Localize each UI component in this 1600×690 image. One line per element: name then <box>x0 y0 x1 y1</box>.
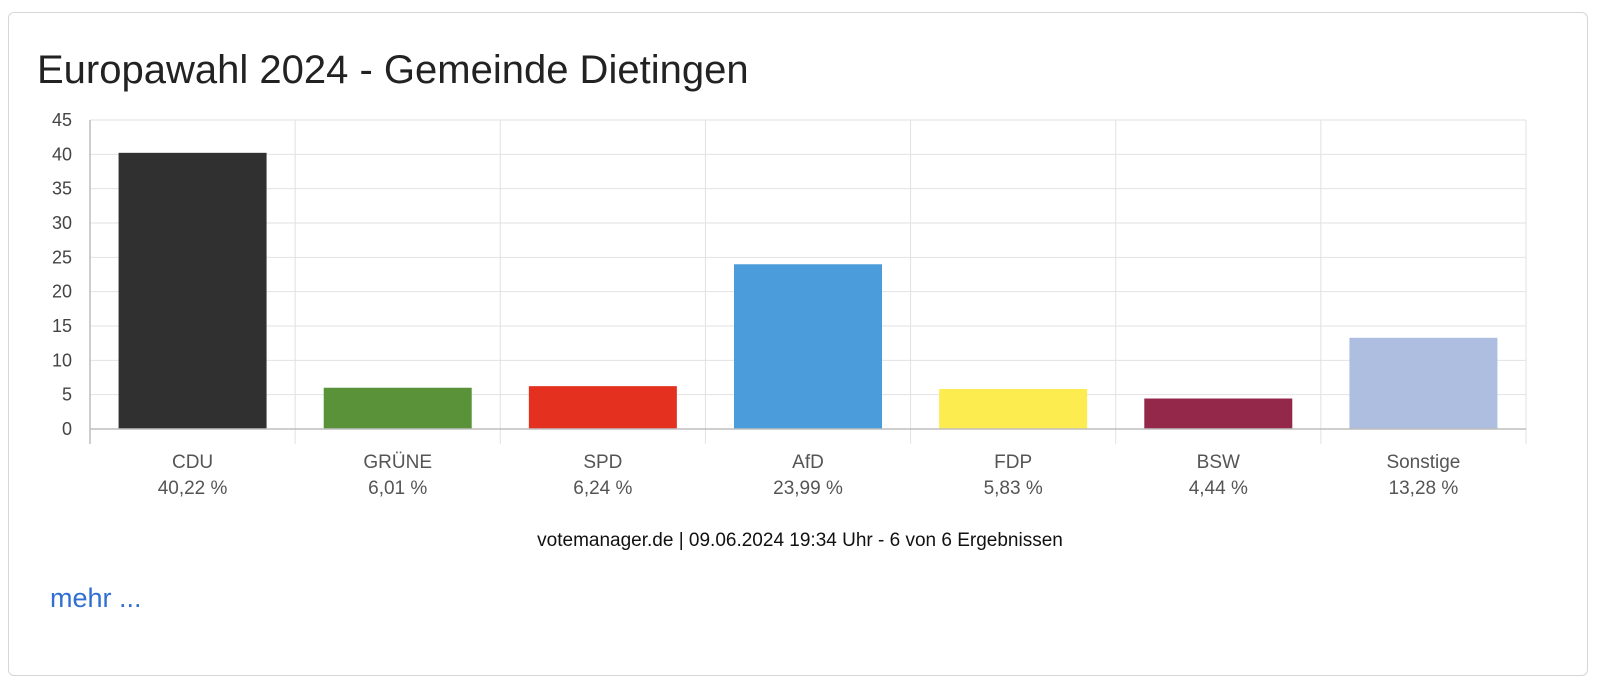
x-value-label: 6,01 % <box>368 478 427 499</box>
bar-spd <box>528 386 677 429</box>
x-value-label: 5,83 % <box>984 478 1043 499</box>
y-tick-label: 25 <box>52 247 72 267</box>
y-tick-label: 0 <box>62 419 72 439</box>
x-value-label: 6,24 % <box>573 478 632 499</box>
x-value-label: 13,28 % <box>1389 478 1459 499</box>
bar-fdp <box>939 388 1088 429</box>
x-category-label: BSW <box>1197 452 1240 473</box>
bar-chart: 0 5 10 15 20 25 30 35 40 45 CDU 40,22 % GRÜNE 6,01 % S… <box>52 110 1527 499</box>
y-tick-label: 5 <box>62 385 72 405</box>
y-tick-label: 10 <box>52 350 72 370</box>
x-value-label: 4,44 % <box>1189 478 1248 499</box>
bar-sonstige <box>1349 337 1498 429</box>
bar-bsw <box>1144 398 1293 429</box>
x-category-label: Sonstige <box>1386 452 1460 473</box>
x-category-label: GRÜNE <box>363 452 432 473</box>
y-tick-label: 15 <box>52 316 72 336</box>
y-tick-label: 40 <box>52 144 72 164</box>
y-tick-label: 20 <box>52 282 72 302</box>
y-tick-label: 35 <box>52 179 72 199</box>
x-category-label: AfD <box>792 452 824 473</box>
x-category-label: FDP <box>994 452 1032 473</box>
bar-afd <box>734 264 882 429</box>
x-category-label: CDU <box>172 452 213 473</box>
y-tick-label: 30 <box>52 213 72 233</box>
x-value-label: 40,22 % <box>158 478 228 499</box>
chart-title: Europawahl 2024 - Gemeinde Dietingen <box>37 48 749 92</box>
x-category-label: SPD <box>583 452 622 473</box>
chart-source: votemanager.de | 09.06.2024 19:34 Uhr - … <box>537 530 1063 551</box>
x-value-label: 23,99 % <box>773 478 843 499</box>
more-link[interactable]: mehr ... <box>50 583 142 613</box>
bar-cdu <box>118 152 267 429</box>
bar-gr-ne <box>323 387 472 429</box>
y-tick-label: 45 <box>52 110 72 130</box>
